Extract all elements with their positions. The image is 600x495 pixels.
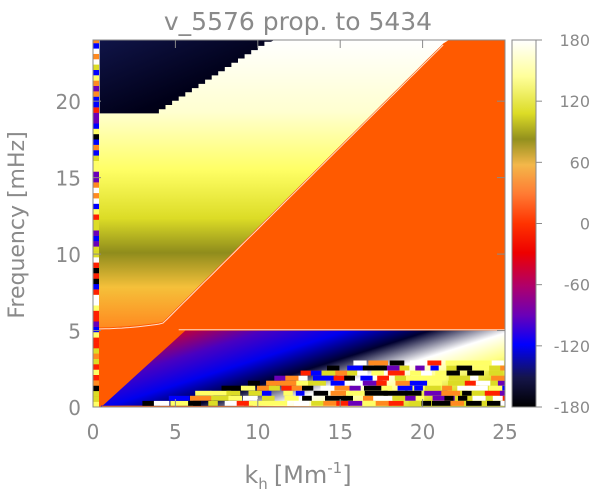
x-tick-label: 20 xyxy=(410,420,435,444)
y-tick-label: 5 xyxy=(68,320,81,344)
x-tick-label: 0 xyxy=(87,420,100,444)
region-bottom-stripes xyxy=(142,360,505,406)
x-tick-label: 25 xyxy=(492,420,517,444)
region-upper-branch xyxy=(93,40,449,328)
colorbar-ticks: 180 120 60 0 -60 -120 -180 xyxy=(536,31,590,417)
y-tick-label: 0 xyxy=(68,396,81,420)
colorbar-tick-label: -120 xyxy=(554,337,590,356)
colorbar-tick-label: 180 xyxy=(559,31,590,50)
colorbar-tick-label: 120 xyxy=(559,92,590,111)
chart-title: v_5576 prop. to 5434 xyxy=(164,7,432,36)
x-tick-label: 5 xyxy=(169,420,182,444)
y-axis: 0 5 10 15 20 xyxy=(56,90,505,420)
plot-frame xyxy=(92,39,506,408)
x-axis-label: kh [Mm-1] xyxy=(244,459,351,493)
x-label-unit-close: ] xyxy=(342,461,351,489)
region-high-frequency-corner xyxy=(99,40,275,114)
left-edge-noise xyxy=(93,40,99,407)
heatmap xyxy=(93,40,505,407)
y-tick-label: 20 xyxy=(56,90,81,114)
y-axis-label: Frequency [mHz] xyxy=(5,131,30,318)
x-axis: 0 5 10 15 20 25 xyxy=(87,40,518,444)
ridge-line xyxy=(93,44,444,330)
colorbar-tick-label: -60 xyxy=(564,276,590,295)
x-label-base: k xyxy=(244,461,258,489)
colorbar-tick-label: 0 xyxy=(580,215,590,234)
x-label-unit-open: [Mm xyxy=(274,461,327,489)
colorbar xyxy=(511,39,537,408)
y-tick-label: 15 xyxy=(56,167,81,191)
y-tick-label: 10 xyxy=(56,243,81,267)
x-tick-label: 15 xyxy=(327,420,352,444)
colorbar-tick-label: -180 xyxy=(554,398,590,417)
x-label-unit-exp: -1 xyxy=(327,459,342,477)
x-label-subscript: h xyxy=(258,475,268,493)
colorbar-tick-label: 60 xyxy=(570,153,590,172)
x-tick-label: 10 xyxy=(245,420,270,444)
